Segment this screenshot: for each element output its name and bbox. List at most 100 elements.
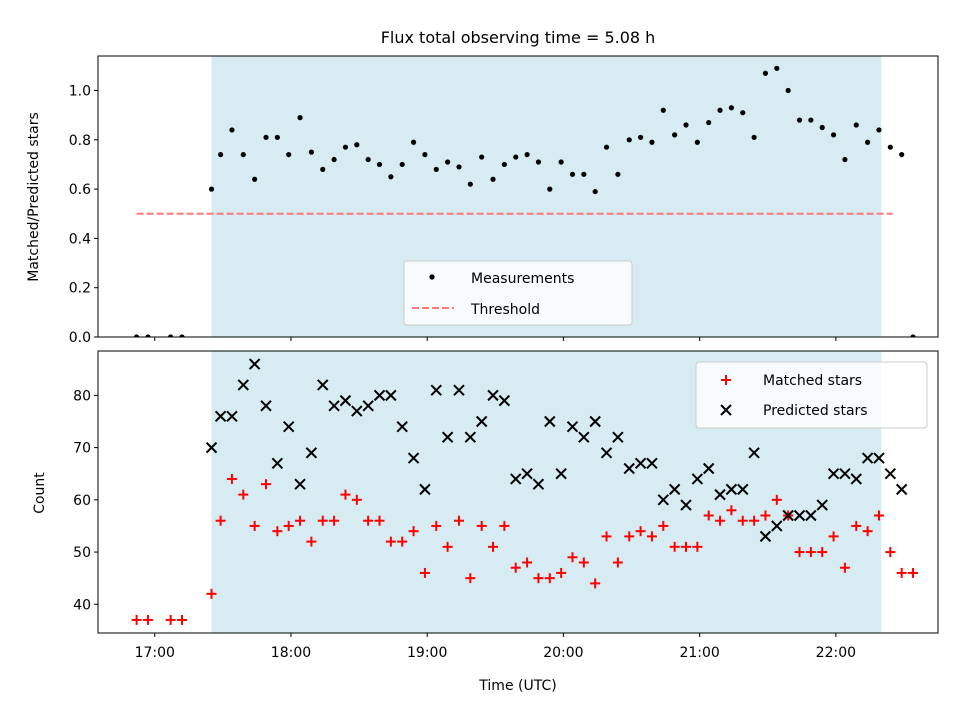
- matched-star-point: [669, 541, 680, 552]
- matched-star-point: [896, 567, 907, 578]
- matched-star-point: [131, 614, 142, 625]
- top-y-tick-label: 0.0: [69, 330, 91, 346]
- measurement-point: [694, 139, 700, 145]
- predicted-star-point: [578, 431, 590, 443]
- legend-box: [403, 260, 633, 326]
- predicted-star-point: [510, 473, 522, 485]
- matched-star-point: [522, 557, 533, 568]
- predicted-star-point: [294, 478, 306, 490]
- predicted-star-point: [419, 483, 431, 496]
- matched-star-point: [408, 526, 419, 537]
- measurement-point: [762, 70, 769, 76]
- legend-measurement-marker: [429, 274, 435, 280]
- measurement-point: [649, 139, 655, 145]
- predicted-star-point: [714, 488, 726, 501]
- measurement-point: [145, 334, 151, 337]
- measurement-point: [592, 188, 598, 195]
- matched-star-point: [771, 494, 782, 505]
- measurement-point: [706, 119, 712, 126]
- top-y-tick-label: 0.6: [69, 182, 91, 198]
- predicted-star-point: [646, 457, 658, 469]
- bottom-plot-area: [131, 358, 919, 625]
- measurement-point: [876, 127, 882, 133]
- measurement-point: [388, 174, 394, 180]
- top-y-axis-label: Matched/Predicted stars: [26, 112, 42, 282]
- predicted-star-point: [657, 494, 670, 506]
- matched-star-point: [249, 520, 260, 531]
- matched-star-point: [646, 531, 657, 542]
- measurement-point: [808, 117, 814, 123]
- predicted-star-point: [691, 473, 704, 485]
- matched-star-point: [624, 531, 635, 542]
- measurement-point: [887, 144, 893, 150]
- predicted-star-point: [555, 468, 567, 480]
- bottom-y-tick-label: 60: [73, 493, 91, 509]
- measurement-point: [422, 151, 428, 158]
- predicted-star-point: [895, 483, 908, 496]
- predicted-star-point: [668, 483, 681, 496]
- predicted-star-point: [271, 457, 284, 469]
- matched-star-point: [510, 562, 521, 573]
- measurement-point: [615, 171, 621, 177]
- matched-star-point: [703, 510, 714, 521]
- predicted-star-point: [214, 410, 227, 422]
- bottom-y-axis-label: Count: [32, 472, 48, 514]
- matched-star-point: [340, 489, 351, 500]
- measurement-point: [320, 166, 326, 172]
- measurement-point: [445, 159, 451, 165]
- predicted-star-point: [612, 431, 624, 443]
- predicted-star-point: [282, 421, 295, 433]
- top-y-tick-label: 0.8: [69, 133, 91, 149]
- matched-star-point: [165, 614, 176, 625]
- matched-star-point: [828, 531, 839, 542]
- predicted-star-point: [475, 415, 488, 428]
- bottom-legend: Matched stars Predicted stars: [695, 361, 928, 429]
- predicted-star-point: [600, 447, 613, 459]
- matched-star-point: [794, 547, 805, 558]
- measurement-point: [490, 176, 496, 182]
- matched-star-point: [533, 573, 544, 584]
- predicted-star-point: [464, 431, 477, 443]
- bottom-x-tick-label: 19:00: [407, 645, 447, 661]
- predicted-star-point: [351, 405, 363, 417]
- matched-star-point: [556, 567, 567, 578]
- matched-star-point: [851, 520, 862, 531]
- predicted-star-point: [339, 394, 352, 407]
- matched-star-point: [317, 515, 328, 526]
- measurement-point: [467, 181, 473, 187]
- matched-star-point: [681, 541, 691, 552]
- measurement-point: [728, 105, 735, 111]
- predicted-star-point: [373, 389, 386, 402]
- matched-star-point: [885, 547, 896, 558]
- predicted-star-point: [305, 447, 318, 459]
- matched-star-point: [817, 547, 828, 558]
- top-axes-frame: [97, 55, 939, 338]
- measurement-point: [524, 151, 530, 158]
- predicted-star-point: [237, 379, 250, 391]
- measurement-point: [168, 334, 174, 337]
- predicted-star-point: [430, 384, 442, 396]
- measurement-point: [569, 171, 576, 177]
- measurement-point: [240, 151, 246, 158]
- measurement-point: [774, 65, 780, 71]
- matched-star-point: [908, 567, 919, 578]
- top-y-tick-label: 1.0: [69, 84, 91, 100]
- matched-star-point: [397, 536, 408, 547]
- measurement-point: [208, 186, 215, 192]
- x-axis-label: Time (UTC): [478, 678, 556, 694]
- measurement-point: [842, 156, 848, 163]
- matched-star-point: [453, 515, 464, 526]
- bottom-x-tick-label: 17:00: [135, 645, 175, 661]
- legend-label-predicted-stars: Predicted stars: [763, 403, 868, 419]
- matched-star-point: [419, 567, 430, 578]
- measurement-point: [865, 139, 871, 145]
- measurement-point: [626, 137, 632, 143]
- matched-star-point: [431, 520, 442, 531]
- matched-star-point: [805, 547, 816, 558]
- predicted-star-point: [873, 452, 885, 464]
- measurement-point: [252, 176, 258, 182]
- measurement-point: [660, 107, 666, 113]
- measurement-point: [133, 334, 140, 337]
- matched-star-point: [476, 520, 487, 531]
- predicted-star-point: [737, 483, 749, 496]
